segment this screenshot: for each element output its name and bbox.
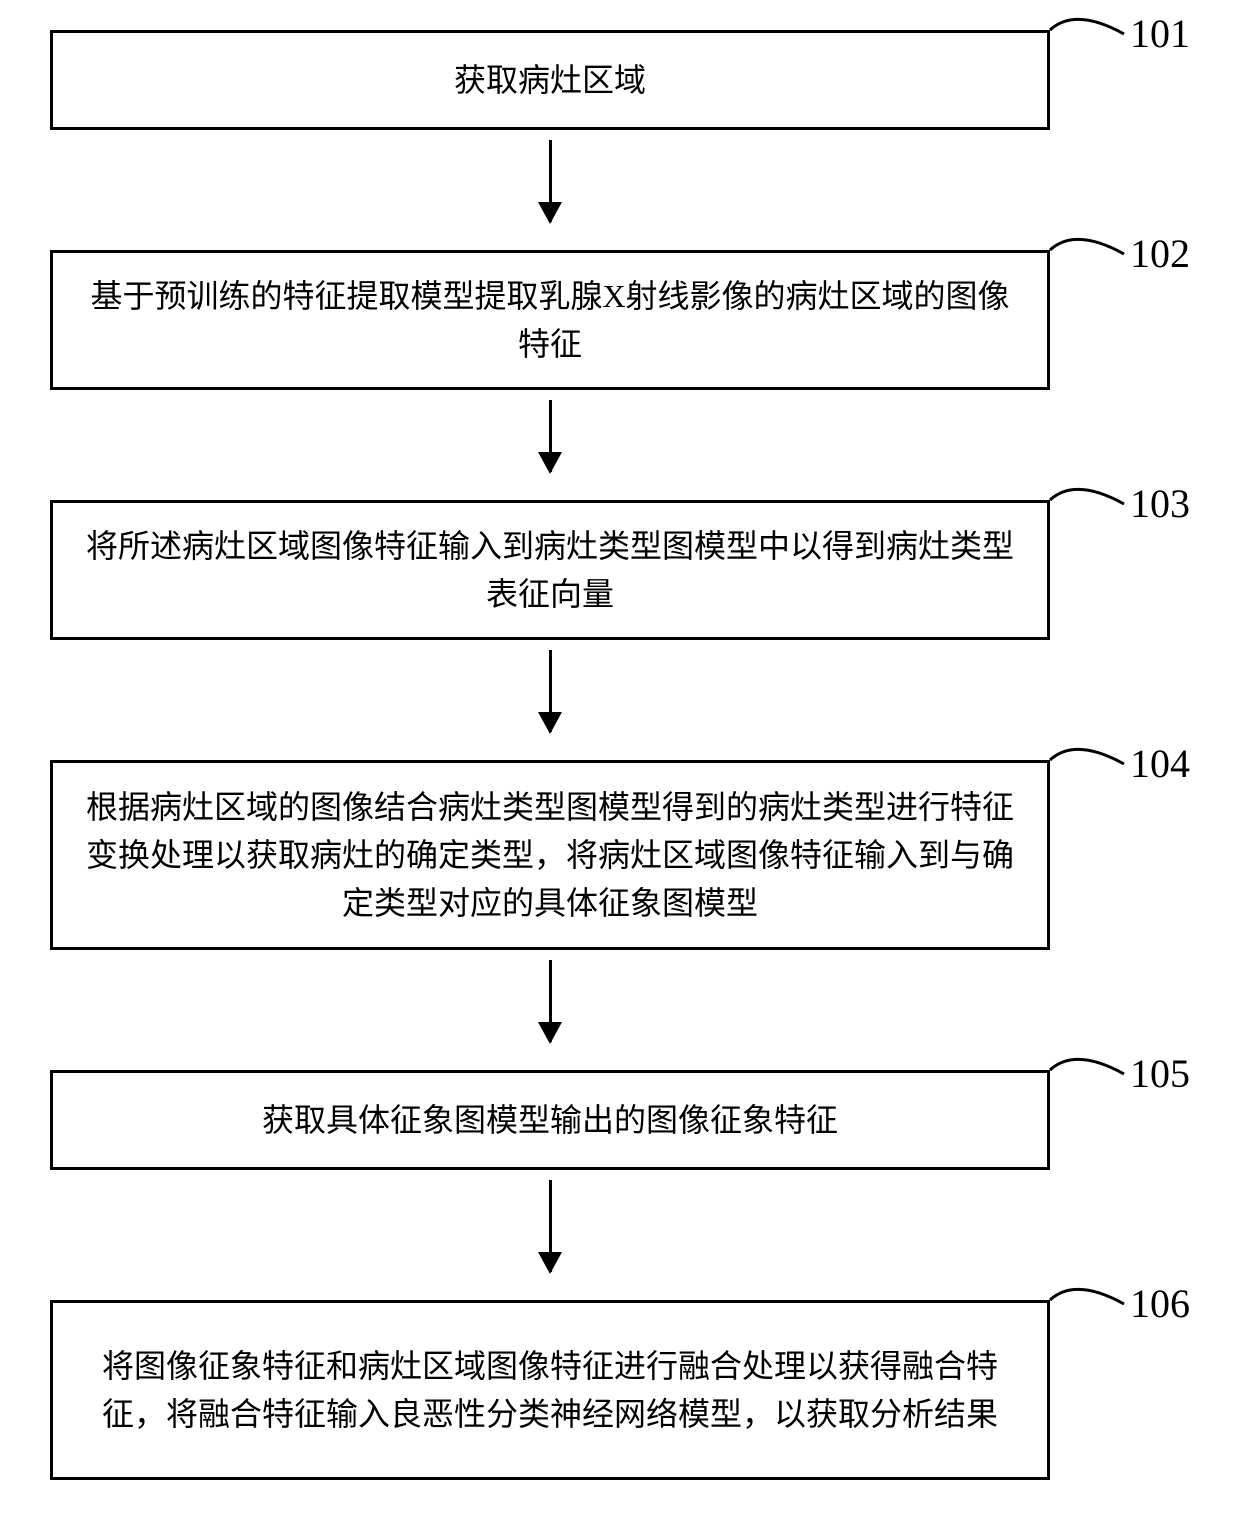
- flow-arrow: [549, 1180, 552, 1272]
- flow-step-text: 基于预训练的特征提取模型提取乳腺X射线影像的病灶区域的图像特征: [77, 272, 1023, 368]
- leader-line: [1048, 225, 1126, 285]
- leader-line: [1048, 5, 1126, 65]
- flow-step-102: 基于预训练的特征提取模型提取乳腺X射线影像的病灶区域的图像特征: [50, 250, 1050, 390]
- flow-step-101: 获取病灶区域: [50, 30, 1050, 130]
- flow-step-text: 将图像征象特征和病灶区域图像特征进行融合处理以获得融合特征，将融合特征输入良恶性…: [77, 1342, 1023, 1438]
- flow-step-text: 根据病灶区域的图像结合病灶类型图模型得到的病灶类型进行特征变换处理以获取病灶的确…: [77, 783, 1023, 927]
- flow-step-label-101: 101: [1130, 10, 1190, 57]
- flow-arrow: [549, 140, 552, 222]
- flow-step-label-106: 106: [1130, 1280, 1190, 1327]
- flow-step-105: 获取具体征象图模型输出的图像征象特征: [50, 1070, 1050, 1170]
- flow-step-104: 根据病灶区域的图像结合病灶类型图模型得到的病灶类型进行特征变换处理以获取病灶的确…: [50, 760, 1050, 950]
- leader-line: [1048, 735, 1126, 795]
- leader-line: [1048, 1045, 1126, 1105]
- flow-arrow: [549, 960, 552, 1042]
- flow-step-106: 将图像征象特征和病灶区域图像特征进行融合处理以获得融合特征，将融合特征输入良恶性…: [50, 1300, 1050, 1480]
- flow-step-text: 获取具体征象图模型输出的图像征象特征: [262, 1096, 838, 1144]
- flow-arrow: [549, 400, 552, 472]
- flow-arrow: [549, 650, 552, 732]
- leader-line: [1048, 475, 1126, 535]
- leader-line: [1048, 1275, 1126, 1335]
- flow-step-label-103: 103: [1130, 480, 1190, 527]
- flow-step-text: 将所述病灶区域图像特征输入到病灶类型图模型中以得到病灶类型表征向量: [77, 522, 1023, 618]
- flow-step-label-105: 105: [1130, 1050, 1190, 1097]
- flow-step-label-102: 102: [1130, 230, 1190, 277]
- flow-step-label-104: 104: [1130, 740, 1190, 787]
- flow-step-text: 获取病灶区域: [454, 56, 646, 104]
- flow-step-103: 将所述病灶区域图像特征输入到病灶类型图模型中以得到病灶类型表征向量: [50, 500, 1050, 640]
